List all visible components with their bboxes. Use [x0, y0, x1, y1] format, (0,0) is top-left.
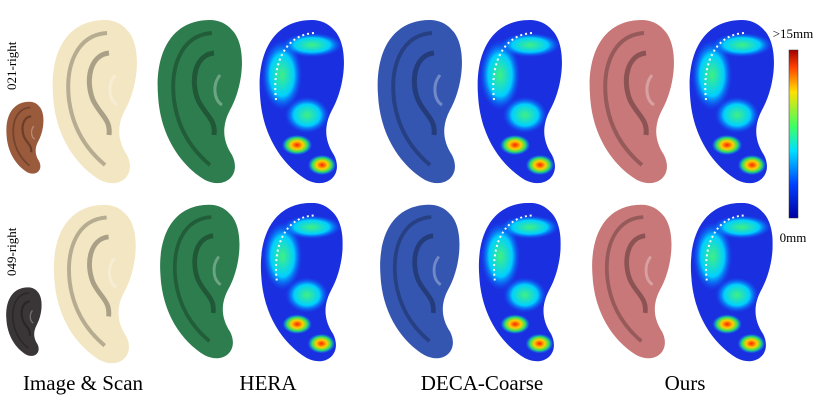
column-label: HERA — [239, 371, 297, 395]
ear-ours — [590, 20, 674, 183]
colorbar-max: >15mm — [773, 26, 814, 41]
error-map — [253, 198, 350, 363]
colorbar-min: 0mm — [780, 230, 807, 245]
ear-hera — [160, 205, 239, 359]
column-label: Ours — [665, 371, 706, 395]
ear-photo — [5, 100, 45, 175]
ear-photo — [4, 286, 43, 358]
ear-ours — [592, 205, 671, 359]
column-label: Image & Scan — [23, 371, 144, 395]
error-map — [470, 15, 570, 185]
row-2: 049-right — [4, 198, 781, 363]
row-1: 021-right — [4, 15, 782, 185]
ear-deca — [378, 20, 462, 183]
colorbar — [788, 49, 799, 219]
error-map — [471, 198, 568, 363]
row-label: 021-right — [4, 41, 19, 90]
ear-scan — [53, 20, 137, 183]
ear-hera — [158, 20, 242, 183]
row-label: 049-right — [4, 227, 19, 276]
error-map — [683, 198, 780, 363]
ear-deca — [380, 205, 459, 359]
column-label: DECA-Coarse — [421, 371, 543, 395]
error-map — [252, 15, 352, 185]
error-map — [682, 15, 782, 185]
ear-scan — [54, 205, 136, 363]
